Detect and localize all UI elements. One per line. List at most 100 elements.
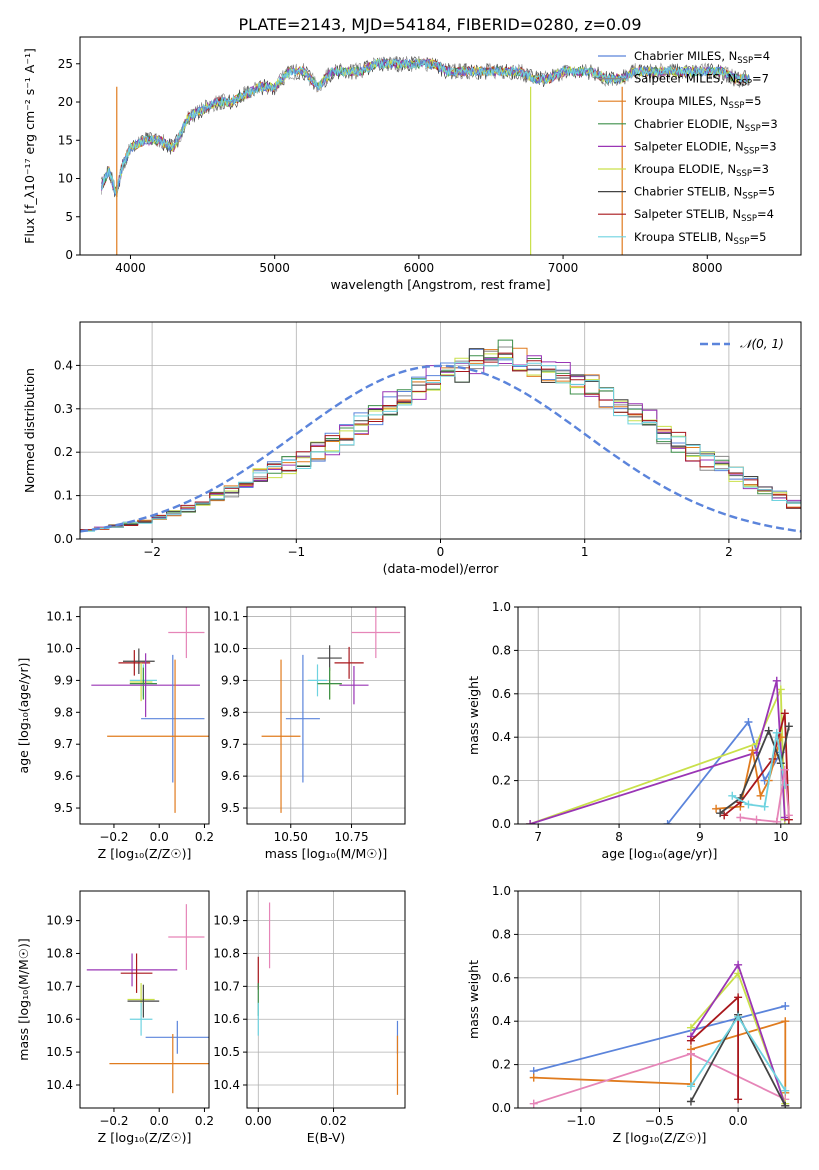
y-tick-label: 9.9 [221,673,240,687]
y-tick-label: 9.8 [54,705,73,719]
plot-area [261,607,401,813]
weight-marker [776,685,785,694]
plot-area [529,960,790,1108]
x-axis-label: Z [log₁₀(Z/Z☉)] [98,846,192,861]
axes-frame [79,36,802,256]
x-axis-label: Z [log₁₀(Z/Z☉)] [98,1130,192,1145]
legend-sub: SSP [741,214,757,224]
chart-mass_vs_Z: −0.2 0.0 0.2 10.4 10.5 10.6 10.7 10.8 10.9 Z [log… [16,890,214,1145]
plot-area [257,902,399,1095]
weight-marker [736,813,745,822]
x-axis-label: E(B-V) [307,1130,346,1145]
weight-marker [734,960,743,969]
legend-label: Chabrier ELODIE, NSSP=3 [634,117,778,134]
weight-marker [734,1012,743,1021]
weight-marker [781,1002,790,1011]
weight-marker [686,1097,695,1106]
weight-marker [781,1086,790,1095]
y-axis-label: mass [log₁₀(M/M☉)] [16,938,31,1060]
plot-area [101,56,750,255]
y-tick-label: 10.6 [213,1012,240,1026]
y-tick-label: 0.0 [492,817,511,831]
legend-label: Kroupa MILES, NSSP=5 [634,94,761,111]
weight-marker [720,811,729,820]
plot-area [86,904,209,1094]
y-tick-label: 0.2 [54,445,73,459]
axes-frame [517,606,802,825]
spectrum-line-kroupa_stelib [101,58,750,195]
weight-marker [728,791,737,800]
weight-line [690,995,739,1100]
weight-marker [772,676,781,685]
weight-marker [526,820,535,824]
y-tick-label: 10.7 [46,979,73,993]
legend-tail: =5 [744,94,761,108]
legend-tail: =5 [749,230,766,244]
histogram-kroupa_stelib [80,358,801,539]
legend-label: Salpeter ELODIE, NSSP=3 [634,139,777,156]
y-tick-label: 9.7 [54,737,73,751]
chart-massweight_vs_Z: −1.0 −0.5 0.0 0.0 0.2 0.4 0.6 0.8 1.0 Z [log₁₀(Z/… [466,884,802,1145]
weight-marker [663,820,672,824]
weight-marker [752,815,761,824]
x-tick-label: 0.0 [150,830,169,844]
y-tick-label: 0.2 [492,774,511,788]
y-tick-label: 0.0 [492,1101,511,1115]
weight-marker [780,709,789,718]
plot-area [91,607,209,813]
x-tick-label: 0.0 [150,1114,169,1128]
weight-marker [780,765,789,774]
legend-label: 𝒩(0, 1) [740,337,784,351]
x-tick-label: 8 [615,830,623,844]
axes-frame [517,890,802,1109]
legend-sub: SSP [744,146,760,156]
y-tick-label: 10.0 [46,641,73,655]
x-tick-label: 5000 [259,261,290,275]
legend: Chabrier MILES, NSSP=4 Salpeter MILES, NS… [598,49,778,247]
weight-marker [744,800,753,809]
legend-tail: =4 [753,49,770,63]
y-tick-label: 25 [58,57,73,71]
y-tick-label: 10.4 [213,1078,240,1092]
legend-tail: =3 [752,162,769,176]
y-tick-label: 0.6 [492,971,511,985]
y-tick-label: 10.1 [213,610,240,624]
plots-layer: 4000 5000 6000 7000 80000510152025wavelength… [16,36,802,1145]
chart-mass_vs_ebv: 0.00 0.02 10.4 10.5 10.6 10.7 10.8 10.9 E(B-V) [213,890,406,1145]
x-tick-label: −0.5 [645,1114,674,1128]
y-tick-label: 0.2 [492,1058,511,1072]
y-tick-label: 0.4 [54,358,73,372]
x-tick-label: −1.0 [566,1114,595,1128]
x-tick-label: 8000 [692,261,723,275]
y-tick-label: 10.1 [46,610,73,624]
legend-sub: SSP [729,101,745,111]
y-tick-label: 1.0 [492,884,511,898]
weight-line [716,736,782,810]
weight-marker [784,722,793,731]
x-tick-label: 0.00 [245,1114,272,1128]
figure-title: PLATE=2143, MJD=54184, FIBERID=0280, z=0… [238,15,641,34]
y-axis-label: age [log₁₀(age/yr)] [16,658,31,774]
legend-tail: =7 [752,72,769,86]
weight-marker [716,809,725,818]
chart-residuals: −2 −1 0 1 2 0.0 0.1 0.2 0.3 0.4 (data-model)/error… [22,321,802,576]
weight-marker [781,1017,790,1026]
legend-tail: =3 [760,139,777,153]
legend-sub: SSP [737,56,753,66]
x-tick-label: 10 [773,830,788,844]
x-tick-label: −0.2 [99,830,128,844]
legend: 𝒩(0, 1) [700,337,784,351]
weight-marker [764,726,773,735]
legend-sub: SSP [742,192,758,202]
weight-marker [686,1036,695,1045]
legend-tail: =3 [761,117,778,131]
x-tick-label: 0.02 [320,1114,347,1128]
y-tick-label: 0 [65,248,73,262]
axes-frame [79,606,210,825]
y-tick-label: 10.5 [46,1045,73,1059]
x-tick-label: −2 [143,545,161,559]
y-tick-label: 0.4 [492,730,511,744]
y-tick-label: 0.0 [54,532,73,546]
y-tick-label: 10.8 [46,946,73,960]
